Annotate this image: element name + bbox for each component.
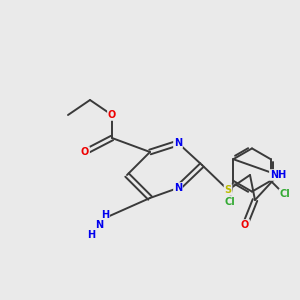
Text: O: O <box>108 110 116 120</box>
Text: Cl: Cl <box>279 189 290 199</box>
Text: N: N <box>174 138 182 148</box>
Text: O: O <box>81 147 89 157</box>
Text: H: H <box>87 230 96 239</box>
Text: N: N <box>174 183 182 193</box>
Text: O: O <box>241 220 249 230</box>
Text: NH: NH <box>270 170 286 180</box>
Text: N: N <box>95 220 103 230</box>
Text: S: S <box>224 185 232 195</box>
Text: H: H <box>101 210 109 220</box>
Text: Cl: Cl <box>224 197 235 207</box>
